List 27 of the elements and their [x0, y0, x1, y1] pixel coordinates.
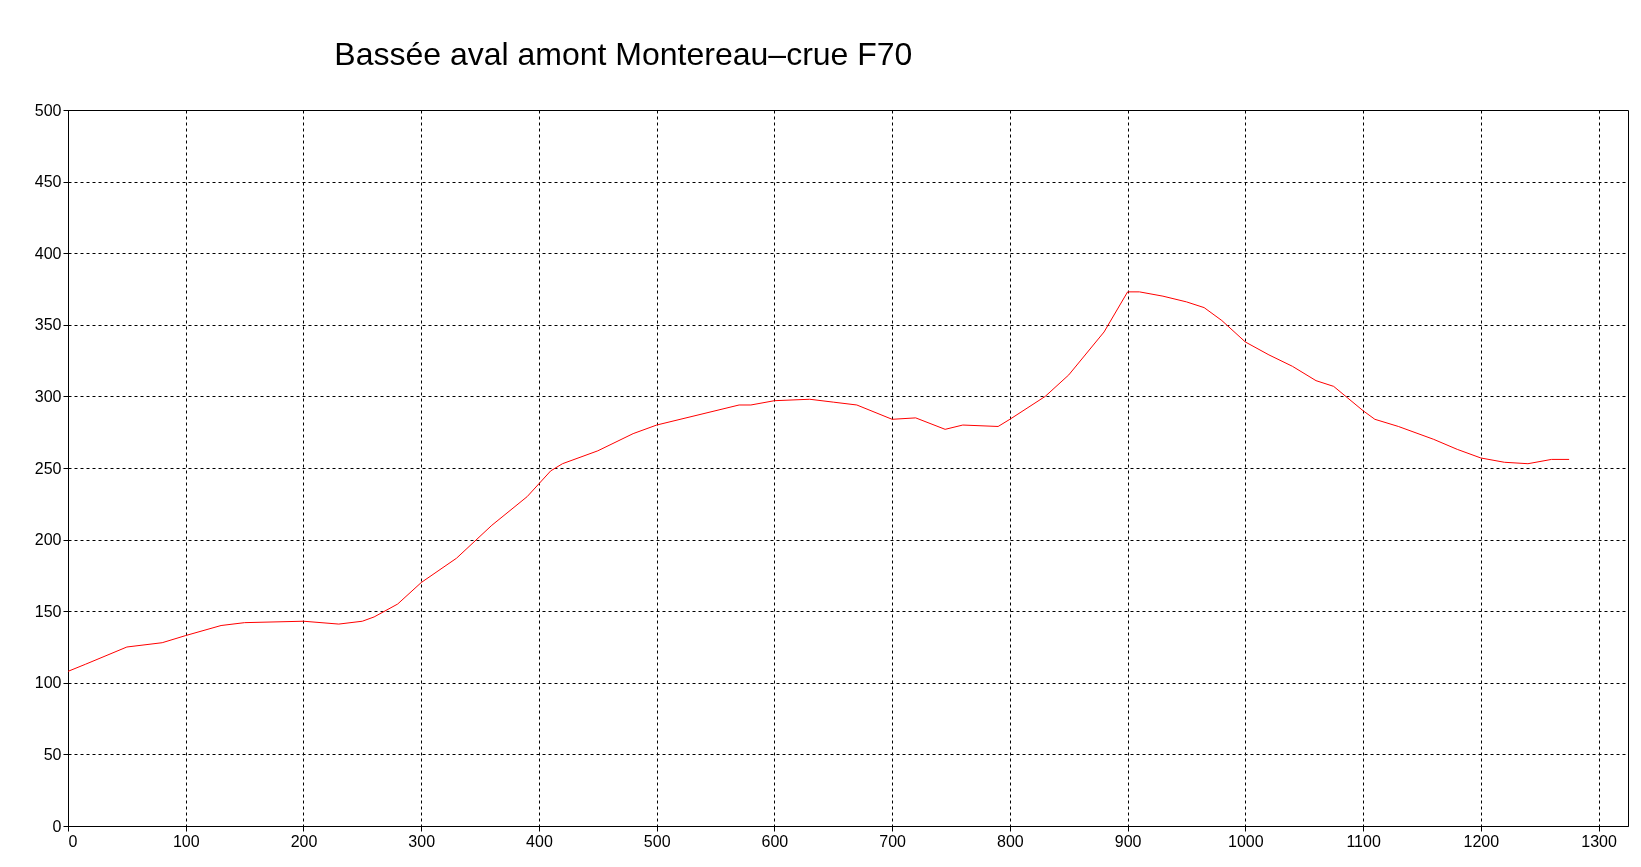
y-tick-label: 400: [34, 244, 62, 262]
x-tick-label: 800: [997, 832, 1024, 850]
x-tick-label: 600: [761, 832, 789, 850]
x-tick-label: 1100: [1346, 832, 1381, 850]
line-series: [67, 291, 1570, 672]
chart-title: Bassée aval amont Montereau–crue F70: [334, 36, 913, 72]
y-tick-label: 150: [34, 602, 62, 620]
x-tick-label: 1200: [1463, 832, 1500, 850]
x-tick-label: 0: [68, 832, 78, 850]
y-tick-label: 450: [34, 173, 62, 191]
y-tick-label: 500: [34, 101, 62, 119]
x-tick-label: 400: [526, 832, 553, 850]
y-tick-label: 300: [34, 387, 62, 405]
y-tick-label: 50: [43, 745, 62, 763]
x-tick-label: 1000: [1228, 832, 1264, 850]
x-tick-label: 700: [879, 832, 907, 850]
x-tick-label: 500: [643, 832, 671, 850]
y-tick-label: 200: [34, 531, 62, 549]
x-tick-label: 200: [290, 832, 318, 850]
y-tick-label: 250: [34, 459, 62, 477]
y-tick-label: 0: [52, 817, 62, 835]
x-tick-label: 1300: [1581, 832, 1617, 850]
y-tick-label: 100: [34, 674, 62, 692]
y-tick-label: 350: [34, 316, 62, 334]
x-tick-label: 300: [408, 832, 436, 850]
x-tick-label: 100: [172, 832, 200, 850]
x-tick-label: 900: [1114, 832, 1142, 850]
